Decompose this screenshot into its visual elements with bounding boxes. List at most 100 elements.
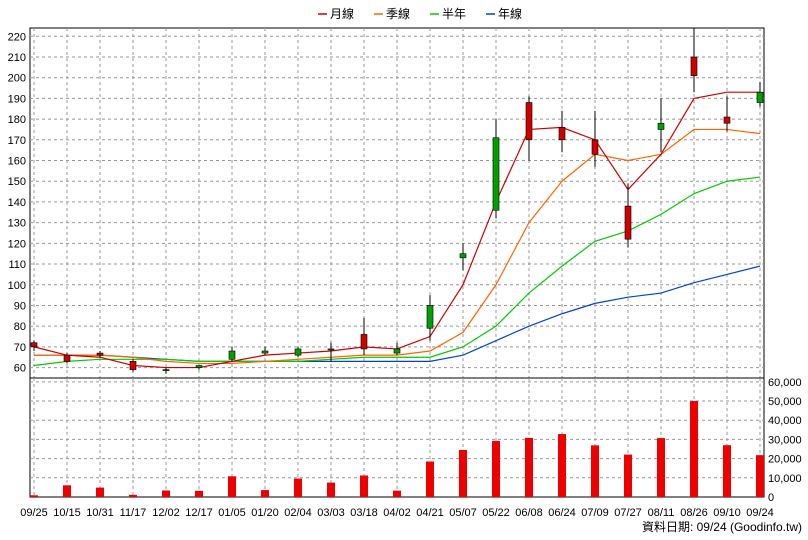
x-tick-label: 05/07: [449, 507, 477, 519]
x-tick-label: 06/08: [515, 507, 543, 519]
price-tick-label: 150: [8, 176, 26, 188]
x-tick-label: 07/27: [614, 507, 642, 519]
price-grid: [29, 27, 765, 381]
volume-bar: [30, 495, 38, 497]
volume-bar: [492, 440, 500, 497]
candle-body: [690, 56, 698, 76]
legend-label: 月線: [330, 6, 354, 21]
volume-bar: [624, 454, 632, 497]
candle-body: [261, 350, 269, 354]
legend-label: 年線: [498, 6, 522, 21]
price-tick-label: 120: [8, 238, 26, 250]
x-tick-label: 03/18: [350, 507, 378, 519]
candle-body: [327, 348, 335, 351]
volume-tick-label: 0: [768, 492, 774, 504]
x-tick-label: 12/02: [152, 507, 180, 519]
price-tick-label: 220: [8, 31, 26, 43]
volume-bar: [294, 478, 302, 497]
volume-bar: [393, 490, 401, 497]
x-tick-label: 01/05: [218, 507, 246, 519]
candle-body: [756, 91, 764, 103]
price-tick-label: 140: [8, 197, 26, 209]
volume-grid: [29, 377, 765, 498]
candle-body: [525, 102, 533, 141]
x-tick-label: 08/11: [648, 507, 675, 519]
price-tick-label: 210: [8, 52, 26, 64]
volume-bar: [657, 438, 665, 497]
candle-body: [459, 253, 467, 259]
price-tick-label: 130: [8, 218, 26, 230]
ma-line-ma_half: [33, 176, 761, 367]
volume-bars: [30, 401, 764, 497]
price-tick-label: 70: [14, 342, 26, 354]
volume-tick-label: 60,000: [768, 377, 802, 389]
volume-bar: [426, 461, 434, 497]
x-tick-label: 02/04: [284, 507, 312, 519]
candle-body: [723, 116, 731, 124]
candle-body: [195, 365, 203, 368]
candle-body: [591, 139, 599, 155]
volume-bar: [690, 401, 698, 497]
volume-bar: [63, 485, 71, 497]
candle-body: [129, 361, 137, 370]
x-tick-label: 09/25: [20, 507, 48, 519]
volume-tick-label: 40,000: [768, 415, 802, 427]
candle-body: [558, 127, 566, 141]
source-note: 資料日期: 09/24 (Goodinfo.tw): [642, 520, 802, 534]
volume-bar: [756, 455, 764, 497]
volume-bar: [723, 445, 731, 497]
volume-bar: [591, 445, 599, 497]
legend: 月線 季線 半年 年線: [318, 6, 522, 21]
price-tick-label: 190: [8, 93, 26, 105]
volume-bar: [261, 490, 269, 497]
x-tick-label: 09/24: [746, 507, 774, 519]
candle-body: [30, 342, 38, 348]
candle-body: [228, 350, 236, 360]
volume-bar: [195, 490, 203, 497]
volume-tick-label: 50,000: [768, 396, 802, 408]
price-tick-label: 180: [8, 114, 26, 126]
candle-body: [657, 122, 665, 130]
axis-labels: 60 70 80 90 100 110 120 130 140 150 160 170 180 190 20…: [8, 31, 802, 519]
ma-line-ma_year: [34, 265, 761, 362]
x-tick-label: 01/20: [251, 507, 279, 519]
price-tick-label: 160: [8, 156, 26, 168]
volume-bar: [327, 482, 335, 497]
price-tick-label: 80: [14, 321, 26, 333]
moving-average-lines: [33, 91, 761, 369]
volume-tick-label: 30,000: [768, 434, 802, 446]
x-tick-label: 08/26: [680, 507, 708, 519]
x-tick-label: 07/09: [581, 507, 609, 519]
x-tick-label: 11/17: [120, 507, 147, 519]
volume-bar: [459, 449, 467, 497]
candle-body: [360, 334, 368, 350]
x-tick-label: 06/24: [548, 507, 576, 519]
candle-body: [63, 354, 71, 362]
candle-body: [96, 352, 104, 356]
volume-tick-label: 20,000: [768, 454, 802, 466]
x-tick-label: 10/15: [53, 507, 81, 519]
price-tick-label: 100: [8, 280, 26, 292]
volume-bar: [162, 490, 170, 497]
volume-bar: [228, 476, 236, 497]
legend-label: 半年: [442, 7, 466, 21]
volume-tick-label: 10,000: [768, 473, 802, 485]
volume-bar: [360, 475, 368, 497]
candle-body: [294, 348, 302, 356]
volume-bar: [96, 487, 104, 497]
volume-bar: [558, 434, 566, 497]
volume-frame: [29, 377, 765, 498]
candles: [30, 28, 764, 374]
volume-bar: [525, 437, 533, 497]
x-tick-label: 04/21: [416, 507, 444, 519]
x-tick-label: 05/22: [482, 507, 510, 519]
price-tick-label: 90: [14, 300, 26, 312]
candle-body: [624, 205, 632, 240]
candle-body: [162, 369, 170, 371]
x-tick-label: 03/03: [317, 507, 345, 519]
x-tick-label: 04/02: [383, 507, 411, 519]
price-tick-label: 60: [14, 363, 26, 375]
x-tick-label: 12/17: [185, 507, 213, 519]
x-tick-label: 10/31: [86, 507, 114, 519]
